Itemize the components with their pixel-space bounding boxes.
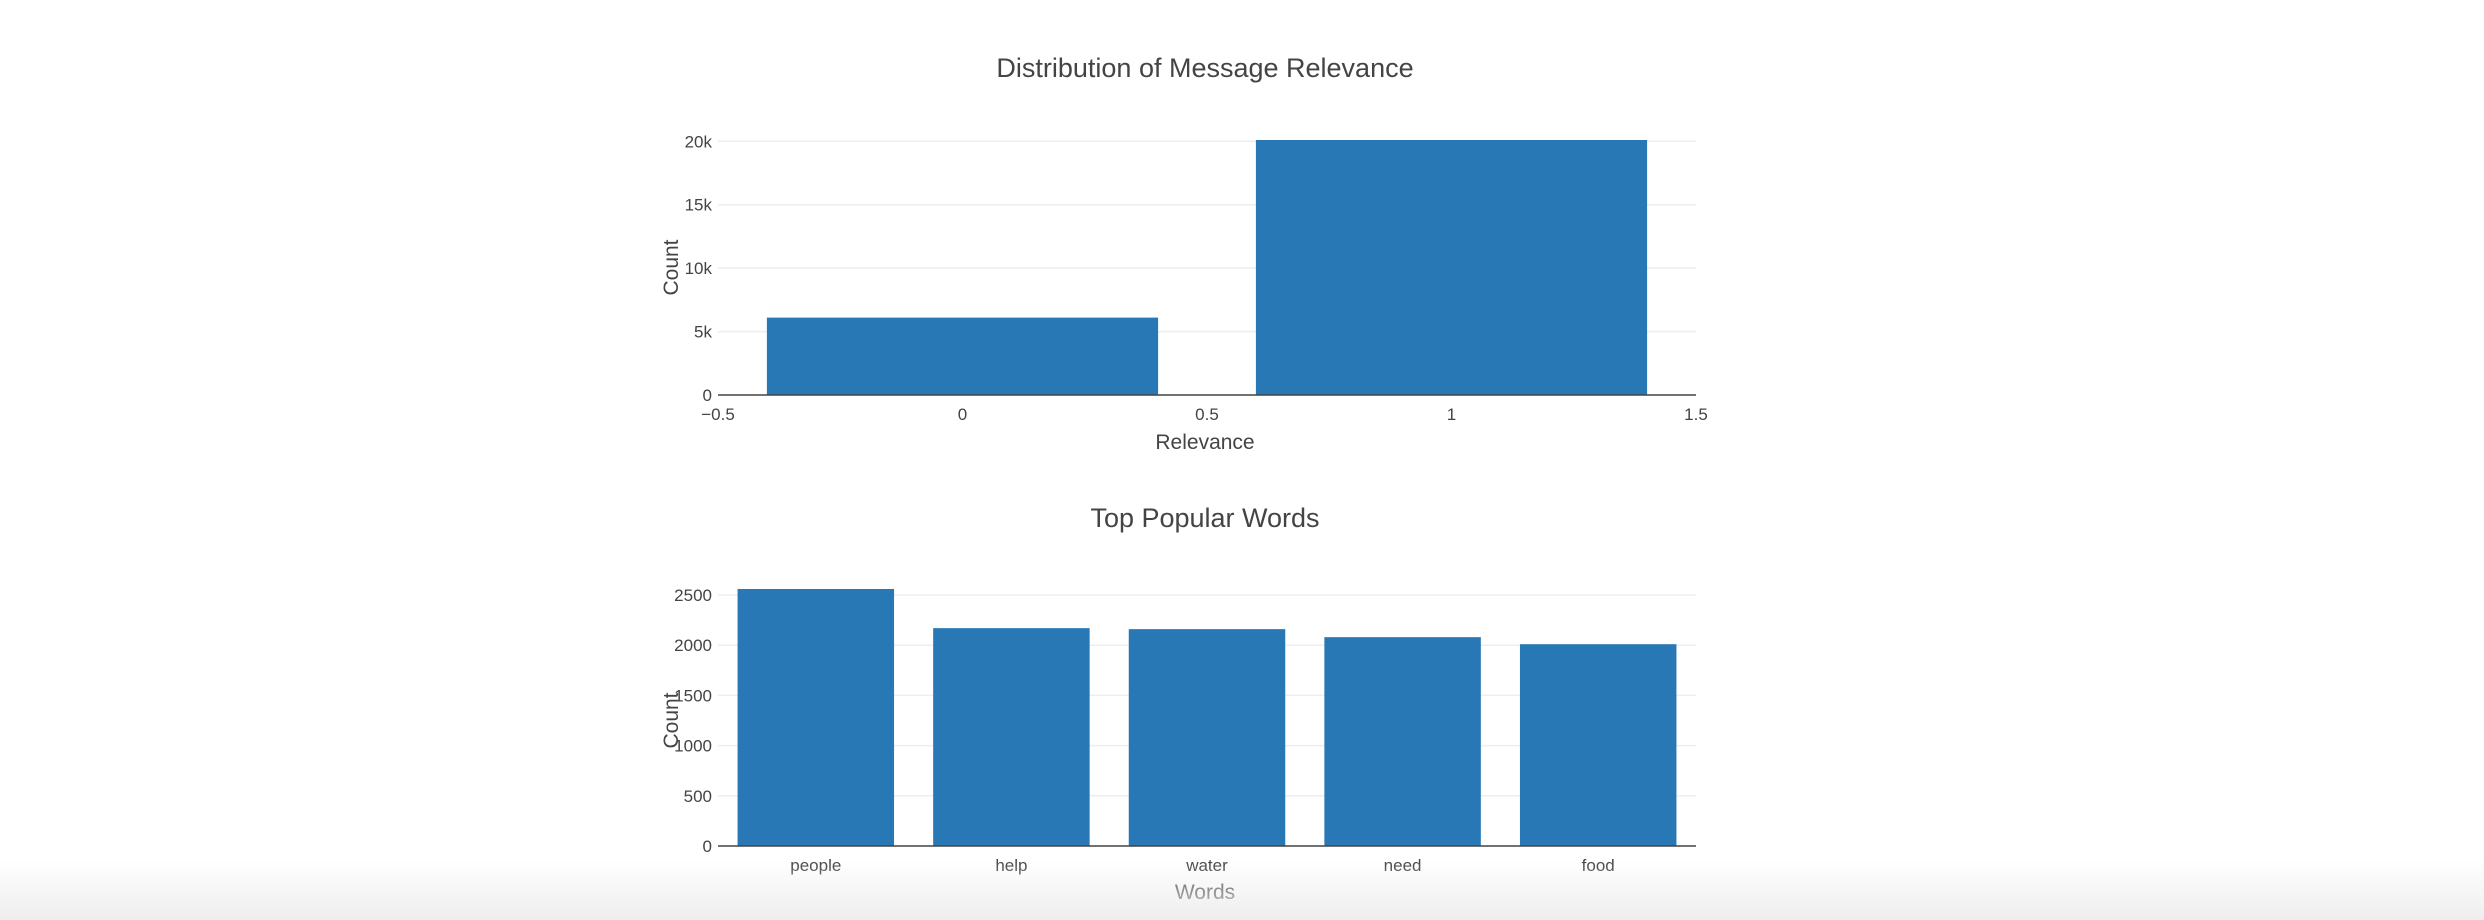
popular-words-chart: 05001000150020002500peoplehelpwaterneedf… [660, 503, 1696, 904]
y-tick-label: 20k [685, 132, 713, 151]
bar[interactable] [1324, 637, 1481, 846]
chart-title: Top Popular Words [1090, 503, 1319, 533]
bar[interactable] [737, 588, 895, 846]
y-tick-label: 2000 [674, 636, 712, 655]
y-tick-label: 0 [703, 837, 712, 856]
x-tick-label: 1.5 [1684, 405, 1708, 424]
x-axis-title: Relevance [1155, 431, 1254, 454]
y-tick-label: 15k [685, 196, 713, 215]
bar[interactable] [933, 628, 1090, 846]
bar[interactable] [1255, 140, 1648, 395]
x-tick-label: 1 [1447, 405, 1456, 424]
bar[interactable] [1128, 629, 1286, 846]
y-tick-label: 500 [684, 787, 712, 806]
x-tick-label: −0.5 [701, 405, 735, 424]
bar[interactable] [1519, 644, 1677, 846]
y-tick-label: 1500 [674, 686, 712, 705]
y-axis-title: Count [660, 692, 683, 748]
y-tick-label: 1000 [674, 737, 712, 756]
y-tick-label: 0 [703, 386, 712, 405]
x-tick-label: 0.5 [1195, 405, 1219, 424]
y-tick-label: 10k [685, 259, 713, 278]
y-axis-title: Count [660, 239, 683, 295]
chart-title: Distribution of Message Relevance [996, 53, 1413, 83]
bar[interactable] [766, 317, 1159, 395]
x-tick-label: 0 [958, 405, 967, 424]
y-tick-label: 2500 [674, 586, 712, 605]
y-tick-label: 5k [694, 323, 712, 342]
bottom-fade [0, 860, 2484, 920]
